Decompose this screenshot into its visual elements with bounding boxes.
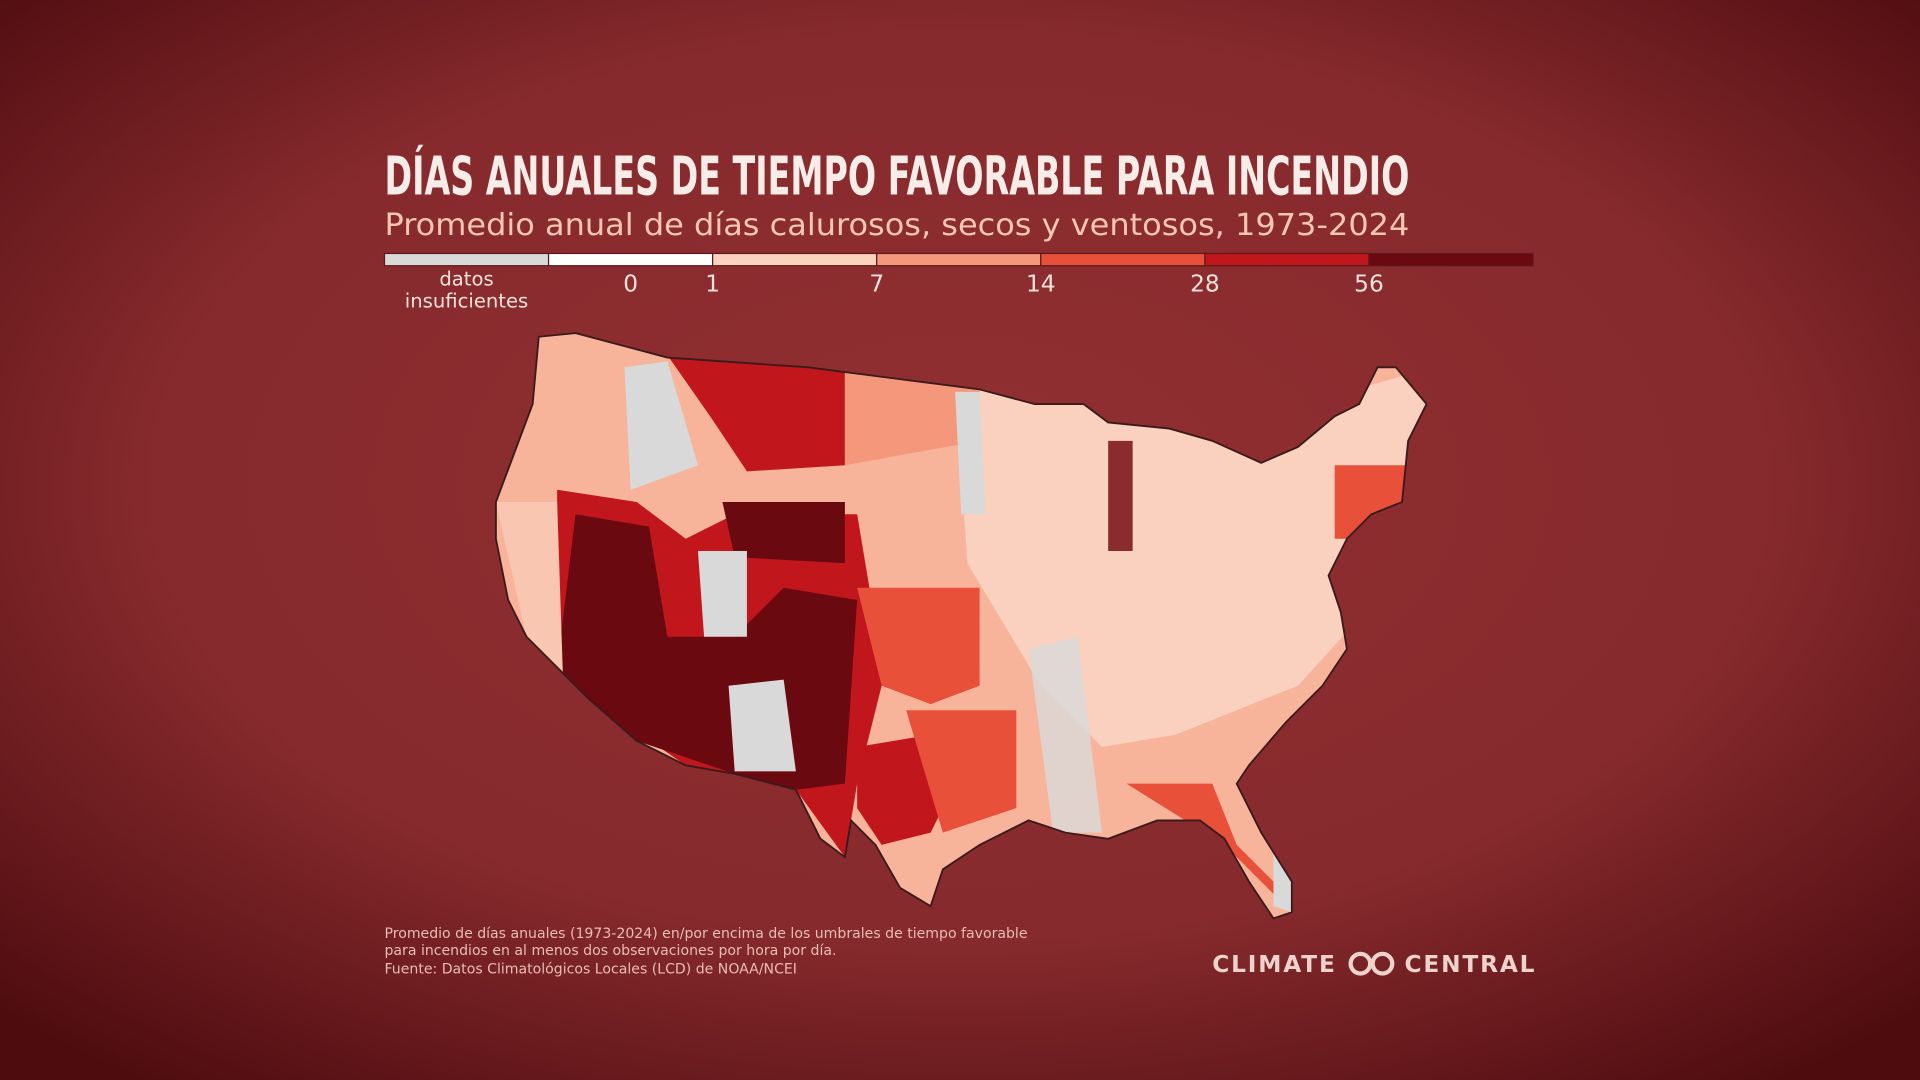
legend-label: 56 xyxy=(1354,270,1384,297)
logo-icon xyxy=(1370,951,1395,976)
legend-label: 7 xyxy=(869,270,884,297)
map-region xyxy=(857,587,980,705)
footnote-line: para incendios en al menos dos observaci… xyxy=(384,943,836,959)
map-region xyxy=(1126,783,1292,913)
legend-swatch xyxy=(1040,252,1206,267)
legend-swatch xyxy=(712,252,878,267)
map-region xyxy=(624,361,698,490)
subtitle: Promedio anual de días calurosos, secos … xyxy=(384,208,1409,243)
legend-swatch xyxy=(876,252,1042,267)
legend-label: 1 xyxy=(705,270,720,297)
legend: 0 1 7 14 28 56 datos insuficientes xyxy=(383,252,1534,312)
title: DÍAS ANUALES DE TIEMPO FAVORABLE PARA IN… xyxy=(384,145,1409,208)
legend-swatch xyxy=(1368,252,1534,267)
logo-text: CLIMATE xyxy=(1212,951,1336,978)
footnote: Promedio de días anuales (1973-2024) en/… xyxy=(384,926,1027,978)
map-region xyxy=(667,355,845,472)
logo-icon xyxy=(1348,951,1373,976)
logo-text: CENTRAL xyxy=(1404,951,1536,978)
map-region xyxy=(955,391,986,515)
footnote-line: Fuente: Datos Climatológicos Locales (LC… xyxy=(384,961,796,977)
map-region xyxy=(1028,636,1103,833)
legend-na-label: datos insuficientes xyxy=(404,268,529,312)
legend-swatch xyxy=(383,252,550,267)
map-region xyxy=(728,679,796,772)
legend-swatch xyxy=(547,252,714,267)
map-region xyxy=(697,551,747,637)
map-region xyxy=(495,502,564,686)
legend-label: 28 xyxy=(1190,270,1220,297)
legend-label: 14 xyxy=(1026,270,1056,297)
map-region xyxy=(722,502,845,564)
logo: CLIMATE CENTRAL xyxy=(1212,951,1536,978)
legend-swatch xyxy=(1204,252,1370,267)
map-region xyxy=(906,710,1017,833)
legend-label: 0 xyxy=(623,270,638,297)
legend-na: datos insuficientes xyxy=(404,268,529,312)
lake xyxy=(1108,440,1133,552)
footnote-line: Promedio de días anuales (1973-2024) en/… xyxy=(384,926,1027,942)
map-region xyxy=(844,367,980,466)
